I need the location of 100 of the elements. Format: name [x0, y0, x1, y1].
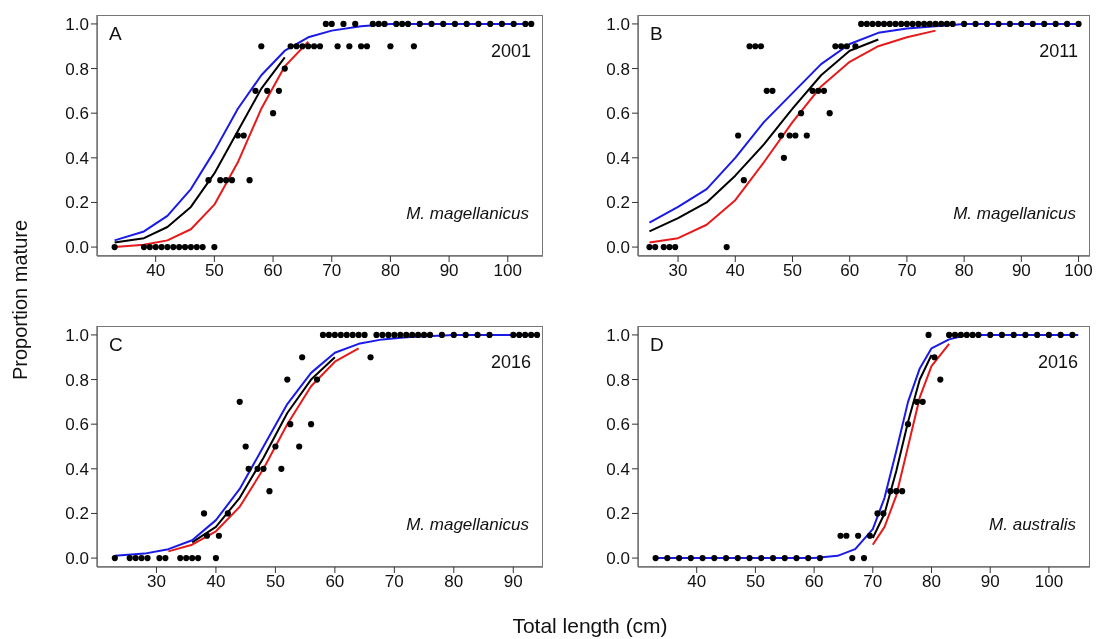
x-tick-label: 100	[1034, 572, 1064, 592]
point	[752, 43, 759, 50]
y-tick-label: 0.6	[65, 415, 89, 435]
point	[409, 331, 416, 339]
point	[943, 20, 951, 28]
point	[357, 43, 365, 50]
point	[975, 331, 982, 339]
point	[1075, 20, 1082, 28]
y-tick-label: 0.0	[606, 238, 630, 258]
point	[126, 554, 133, 562]
point	[138, 554, 145, 562]
point	[299, 354, 306, 361]
point	[242, 443, 249, 450]
point	[313, 376, 321, 383]
y-tick-label: 0.4	[65, 148, 89, 168]
point	[932, 20, 939, 28]
annotation: 2001	[490, 41, 531, 62]
point	[397, 331, 404, 339]
point	[1057, 331, 1064, 339]
point	[399, 20, 406, 28]
point	[937, 376, 944, 383]
point	[1052, 20, 1059, 28]
point	[699, 554, 706, 562]
point	[849, 554, 856, 562]
line-series	[871, 342, 951, 546]
point	[510, 331, 517, 339]
point	[886, 20, 893, 28]
point	[296, 443, 303, 450]
point	[740, 177, 747, 184]
point	[266, 488, 273, 495]
point	[328, 20, 335, 28]
x-tick-label: 90	[439, 261, 459, 281]
x-tick-label: 50	[745, 572, 765, 592]
y-tick-label: 0.6	[606, 415, 630, 435]
point	[687, 554, 694, 562]
point	[111, 554, 118, 562]
point	[158, 243, 165, 251]
point	[1045, 331, 1052, 339]
point	[346, 43, 353, 50]
point	[284, 376, 291, 383]
point	[1022, 331, 1029, 339]
point	[199, 243, 206, 251]
annotation: M. magellanicus	[406, 204, 529, 224]
x-tick-label: 60	[804, 572, 824, 592]
annotation: 2016	[490, 352, 531, 373]
point	[170, 243, 177, 251]
point	[777, 132, 785, 139]
point	[893, 488, 900, 495]
point	[983, 20, 991, 28]
point	[951, 331, 959, 339]
x-tick-label: 40	[725, 261, 745, 281]
y-tick-label: 0.4	[606, 148, 630, 168]
point	[278, 465, 285, 472]
x-tick-label: 50	[265, 572, 285, 592]
x-tick-label: 50	[783, 261, 802, 281]
x-tick-label: 60	[840, 261, 860, 281]
point	[913, 398, 920, 405]
point	[926, 20, 933, 28]
point	[869, 20, 876, 28]
point	[428, 20, 435, 28]
point	[1069, 331, 1076, 339]
point	[410, 43, 417, 50]
point	[275, 87, 283, 94]
x-tick-label: 40	[687, 572, 707, 592]
point	[451, 20, 459, 28]
point	[969, 331, 976, 339]
point	[474, 331, 481, 339]
point	[385, 331, 392, 339]
point	[224, 510, 231, 517]
y-tick-label: 0.0	[606, 549, 630, 569]
point	[746, 554, 753, 562]
y-tick-label: 0.8	[606, 370, 630, 390]
line-series	[648, 38, 880, 233]
point	[676, 554, 683, 562]
point	[843, 532, 850, 539]
point	[722, 554, 730, 562]
point	[228, 177, 236, 184]
point	[522, 331, 529, 339]
point	[234, 132, 241, 139]
point	[516, 331, 523, 339]
point	[757, 43, 765, 50]
point	[438, 331, 445, 339]
point	[260, 465, 267, 472]
point	[866, 532, 873, 539]
point	[797, 110, 805, 117]
point	[240, 132, 247, 139]
point	[919, 398, 926, 405]
point	[307, 421, 315, 428]
x-tick-label: 80	[444, 572, 464, 592]
point	[1041, 20, 1048, 28]
point	[361, 331, 368, 339]
x-tick-label: 70	[322, 261, 342, 281]
point	[305, 43, 312, 50]
x-tick-label: 100	[1064, 261, 1093, 281]
point	[299, 43, 306, 50]
x-tick-label: 40	[146, 261, 166, 281]
point	[1029, 20, 1036, 28]
point	[245, 465, 252, 472]
x-tick-label: 70	[384, 572, 404, 592]
point	[223, 177, 230, 184]
